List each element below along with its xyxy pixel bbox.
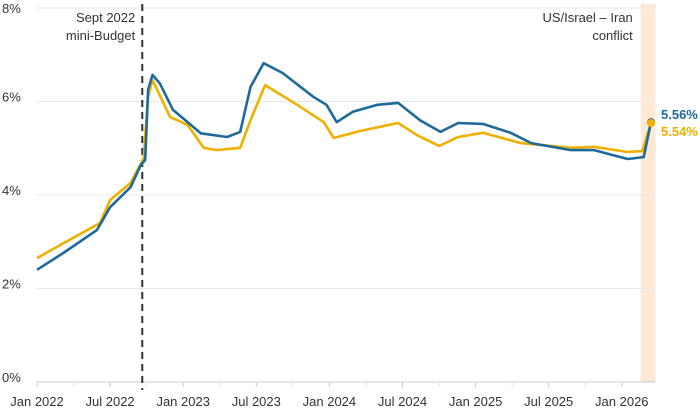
series-end-label: 5.56% xyxy=(661,107,698,122)
x-tick-label: Jan 2022 xyxy=(10,394,64,409)
series-line-a xyxy=(36,61,653,271)
x-tick-label: Jul 2022 xyxy=(86,394,135,409)
x-tick-label: Jul 2024 xyxy=(378,394,427,409)
conflict-annotation: US/Israel – Iran xyxy=(542,10,632,25)
y-tick-label: 0% xyxy=(2,370,21,385)
series-end-point xyxy=(647,119,656,128)
x-tick-label: Jan 2025 xyxy=(449,394,503,409)
series-line-b xyxy=(36,78,653,260)
x-tick-label: Jul 2023 xyxy=(232,394,281,409)
y-tick-label: 4% xyxy=(2,183,21,198)
x-tick-label: Jan 2024 xyxy=(303,394,357,409)
x-tick-label: Jul 2025 xyxy=(524,394,573,409)
y-tick-label: 6% xyxy=(2,90,21,105)
x-tick-label: Jan 2023 xyxy=(156,394,210,409)
mini-budget-annotation: Sept 2022 xyxy=(76,10,135,25)
mini-budget-annotation: mini-Budget xyxy=(66,28,136,43)
series-end-label: 5.54% xyxy=(661,124,698,139)
conflict-band xyxy=(640,4,656,382)
x-tick-label: Jan 2026 xyxy=(595,394,649,409)
y-tick-label: 2% xyxy=(2,277,21,292)
y-tick-label: 8% xyxy=(2,1,21,16)
conflict-annotation: conflict xyxy=(592,28,633,43)
